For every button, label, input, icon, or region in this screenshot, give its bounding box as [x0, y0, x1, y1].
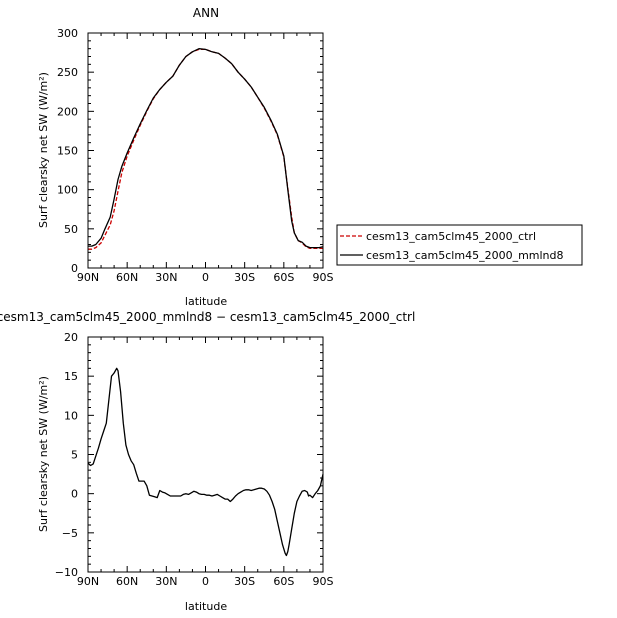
bottom-y-axis-label: Surf clearsky net SW (W/m²)	[37, 376, 50, 532]
legend-entry-mmlnd8: cesm13_cam5clm45_2000_mmlnd8	[366, 249, 564, 262]
x-tick-label: 60N	[116, 575, 138, 588]
x-tick-label: 60S	[273, 575, 294, 588]
top-x-axis-label: latitude	[185, 295, 227, 308]
x-tick-label: 0	[202, 271, 209, 284]
top-plot-frame	[87, 32, 324, 269]
y-tick-label: 300	[57, 27, 78, 40]
y-tick-label: 15	[64, 370, 78, 383]
bottom-chart-title: cesm13_cam5clm45_2000_mmlnd8 − cesm13_ca…	[0, 310, 415, 324]
legend-entry-ctrl: cesm13_cam5clm45_2000_ctrl	[366, 230, 536, 243]
top-y-axis-label: Surf clearsky net SW (W/m²)	[37, 72, 50, 228]
top-chart-title: ANN	[193, 6, 219, 20]
series-line-cesm13-cam5clm45-2000-ctrl	[88, 48, 323, 250]
y-tick-label: 0	[71, 488, 78, 501]
legend: cesm13_cam5clm45_2000_ctrl cesm13_cam5cl…	[336, 224, 583, 266]
y-tick-label: 100	[57, 184, 78, 197]
y-tick-label: 150	[57, 145, 78, 158]
x-tick-label: 60S	[273, 271, 294, 284]
x-tick-label: 30N	[155, 271, 177, 284]
x-tick-label: 60N	[116, 271, 138, 284]
x-tick-label: 30S	[234, 271, 255, 284]
bottom-plot-frame	[87, 336, 324, 573]
legend-box	[336, 224, 583, 266]
top-panel: ANN 90N 60N 30N 0 30S 60S 90S 0 50 100 150 200 250 30…	[37, 6, 334, 308]
x-tick-label: 30S	[234, 575, 255, 588]
y-tick-label: 10	[64, 409, 78, 422]
y-tick-label: −5	[62, 527, 78, 540]
bottom-panel: cesm13_cam5clm45_2000_mmlnd8 − cesm13_ca…	[0, 310, 415, 613]
y-tick-label: 50	[64, 223, 78, 236]
x-tick-label: 90S	[313, 271, 334, 284]
y-tick-label: 200	[57, 105, 78, 118]
x-tick-label: 90S	[313, 575, 334, 588]
x-tick-label: 30N	[155, 575, 177, 588]
bottom-x-axis-label: latitude	[185, 600, 227, 613]
series-line-cesm13-cam5clm45-2000-mmlnd8	[88, 48, 324, 249]
y-tick-label: 0	[71, 262, 78, 275]
x-tick-label: 90N	[77, 271, 99, 284]
y-tick-label: 250	[57, 66, 78, 79]
y-tick-label: 5	[71, 449, 78, 462]
y-tick-label: −10	[55, 566, 78, 579]
x-tick-label: 90N	[77, 575, 99, 588]
y-tick-label: 20	[64, 331, 78, 344]
series-line-difference	[87, 367, 324, 557]
x-tick-label: 0	[202, 575, 209, 588]
